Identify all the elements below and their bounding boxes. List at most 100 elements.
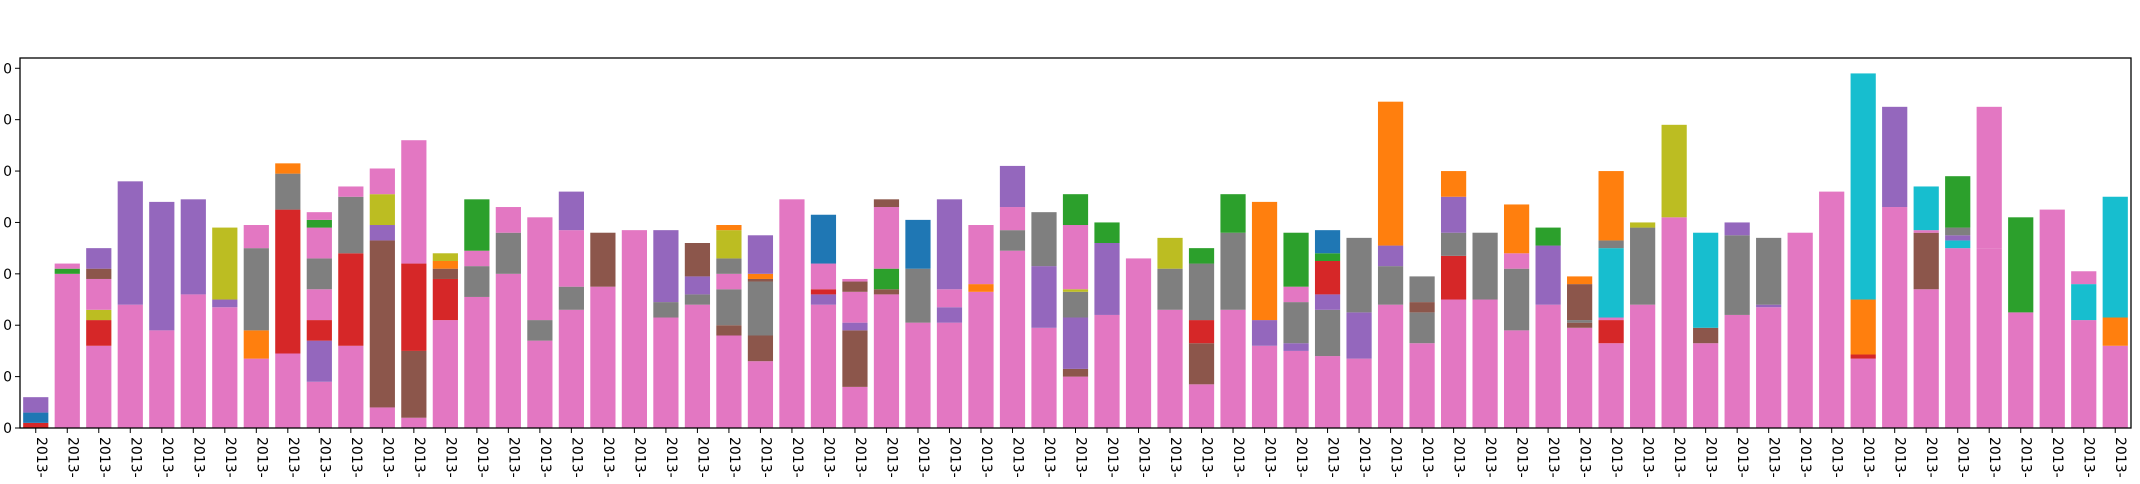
x-tick-label: 2013- bbox=[726, 437, 742, 478]
bar-segment-66-3 bbox=[2071, 271, 2097, 285]
bar-segment-51-6 bbox=[1598, 171, 1624, 241]
bar-segment-53-2 bbox=[1661, 124, 1687, 218]
bar-segment-10-2 bbox=[306, 340, 332, 382]
bar-segment-42-4 bbox=[1314, 260, 1341, 295]
bar-segment-51-2 bbox=[1598, 320, 1624, 344]
bar-stack-45 bbox=[1409, 276, 1435, 428]
bar-segment-6-1 bbox=[180, 294, 206, 428]
bar-segment-3-4 bbox=[86, 278, 112, 310]
bar-stack-46 bbox=[1440, 171, 1467, 428]
bar-segment-67-1 bbox=[2102, 345, 2128, 428]
bar-segment-38-2 bbox=[1188, 343, 1215, 385]
bar-segment-34-6 bbox=[1062, 225, 1089, 290]
bar-stack-10 bbox=[306, 212, 332, 428]
bar-segment-22-1 bbox=[684, 304, 711, 428]
bar-segment-31-3 bbox=[968, 225, 994, 285]
bar-segment-43-3 bbox=[1346, 237, 1372, 313]
bar-segment-10-6 bbox=[306, 227, 332, 259]
bar-segment-35-3 bbox=[1094, 222, 1120, 243]
bar-segment-50-3 bbox=[1567, 320, 1593, 323]
x-tick-label: 2013- bbox=[1167, 437, 1183, 478]
bar-stack-59 bbox=[1850, 73, 1876, 429]
x-tick-label: 2013- bbox=[505, 437, 521, 478]
bar-segment-49-3 bbox=[1535, 227, 1561, 246]
bar-segment-27-3 bbox=[842, 322, 868, 331]
bar-segment-15-4 bbox=[464, 199, 490, 251]
x-tick-label: 2013- bbox=[474, 437, 490, 478]
bar-segment-29-2 bbox=[905, 268, 931, 323]
bar-stack-23 bbox=[716, 225, 742, 428]
bar-segment-21-2 bbox=[653, 302, 679, 318]
bar-segment-15-3 bbox=[464, 250, 490, 267]
bar-stack-4 bbox=[117, 181, 143, 428]
x-tick-label: 2013- bbox=[1293, 437, 1309, 478]
bar-stack-27 bbox=[842, 278, 868, 428]
bar-segment-64-1 bbox=[2008, 312, 2034, 429]
y-tick-label: 0 bbox=[3, 421, 12, 437]
bar-segment-39-2 bbox=[1220, 232, 1246, 310]
bar-segment-12-2 bbox=[369, 240, 395, 408]
x-tick-label: 2013- bbox=[285, 437, 301, 478]
bar-segment-60-2 bbox=[1882, 106, 1908, 208]
bar-segment-27-2 bbox=[842, 330, 868, 387]
bar-segment-18-3 bbox=[558, 230, 584, 287]
bar-segment-41-3 bbox=[1283, 302, 1309, 344]
x-tick-label: 2013- bbox=[1703, 437, 1719, 478]
x-tick-label: 2013- bbox=[1892, 437, 1908, 478]
bar-segment-33-3 bbox=[1031, 212, 1057, 267]
x-tick-label: 2013- bbox=[1640, 437, 1656, 478]
bar-stack-29 bbox=[905, 219, 931, 428]
bar-segment-49-2 bbox=[1535, 245, 1561, 305]
y-tick-label: 0 bbox=[3, 113, 12, 129]
bar-segment-51-1 bbox=[1598, 343, 1624, 428]
bar-segment-8-2 bbox=[243, 330, 269, 359]
bar-segment-17-3 bbox=[527, 217, 553, 321]
bar-stack-65 bbox=[2039, 209, 2065, 428]
x-tick-label: 2013- bbox=[568, 437, 584, 478]
bar-stack-50 bbox=[1567, 276, 1593, 428]
bar-segment-65-1 bbox=[2039, 209, 2065, 428]
bar-stack-21 bbox=[653, 230, 679, 428]
bar-segment-59-2 bbox=[1850, 354, 1876, 359]
bar-segment-10-5 bbox=[306, 258, 332, 290]
bar-segment-64-2 bbox=[2008, 217, 2034, 313]
x-tick-label: 2013- bbox=[2049, 437, 2065, 478]
bar-segment-17-2 bbox=[527, 320, 553, 341]
bar-segment-26-3 bbox=[810, 289, 837, 295]
bar-segment-4-1 bbox=[117, 304, 143, 428]
bar-segment-3-6 bbox=[86, 248, 112, 269]
x-tick-label: 2013- bbox=[978, 437, 994, 478]
bar-segment-61-3 bbox=[1913, 230, 1939, 233]
bar-stack-49 bbox=[1535, 227, 1561, 428]
bar-segment-22-4 bbox=[684, 243, 711, 277]
bar-segment-3-5 bbox=[86, 268, 112, 279]
bar-segment-50-5 bbox=[1567, 276, 1593, 285]
bar-segment-29-1 bbox=[905, 322, 931, 428]
bar-segment-63-2 bbox=[1976, 106, 2002, 249]
x-tick-label: 2013- bbox=[1608, 437, 1624, 478]
bar-segment-15-2 bbox=[464, 266, 490, 297]
bar-segment-28-1 bbox=[873, 294, 900, 428]
bar-stack-17 bbox=[527, 217, 553, 428]
bar-segment-61-1 bbox=[1913, 289, 1939, 428]
bar-segment-27-1 bbox=[842, 386, 868, 428]
bar-segment-50-1 bbox=[1567, 327, 1593, 428]
bar-segment-39-1 bbox=[1220, 309, 1246, 428]
bar-segment-21-3 bbox=[653, 230, 679, 303]
bar-segment-46-1 bbox=[1440, 299, 1467, 428]
x-tick-label: 2013- bbox=[1829, 437, 1845, 478]
bars-layer bbox=[23, 73, 2128, 429]
bar-segment-43-1 bbox=[1346, 358, 1372, 429]
bar-segment-15-1 bbox=[464, 296, 490, 428]
x-tick-label: 2013- bbox=[1482, 437, 1498, 478]
bar-segment-9-2 bbox=[275, 209, 301, 354]
bar-segment-35-1 bbox=[1094, 314, 1120, 428]
bar-stack-35 bbox=[1094, 222, 1120, 428]
bar-segment-62-5 bbox=[1945, 176, 1971, 228]
bar-segment-23-7 bbox=[716, 225, 742, 231]
bar-stack-61 bbox=[1913, 186, 1939, 428]
bar-stack-18 bbox=[558, 191, 584, 428]
x-tick-label: 2013- bbox=[159, 437, 175, 478]
bar-segment-10-1 bbox=[306, 381, 332, 428]
